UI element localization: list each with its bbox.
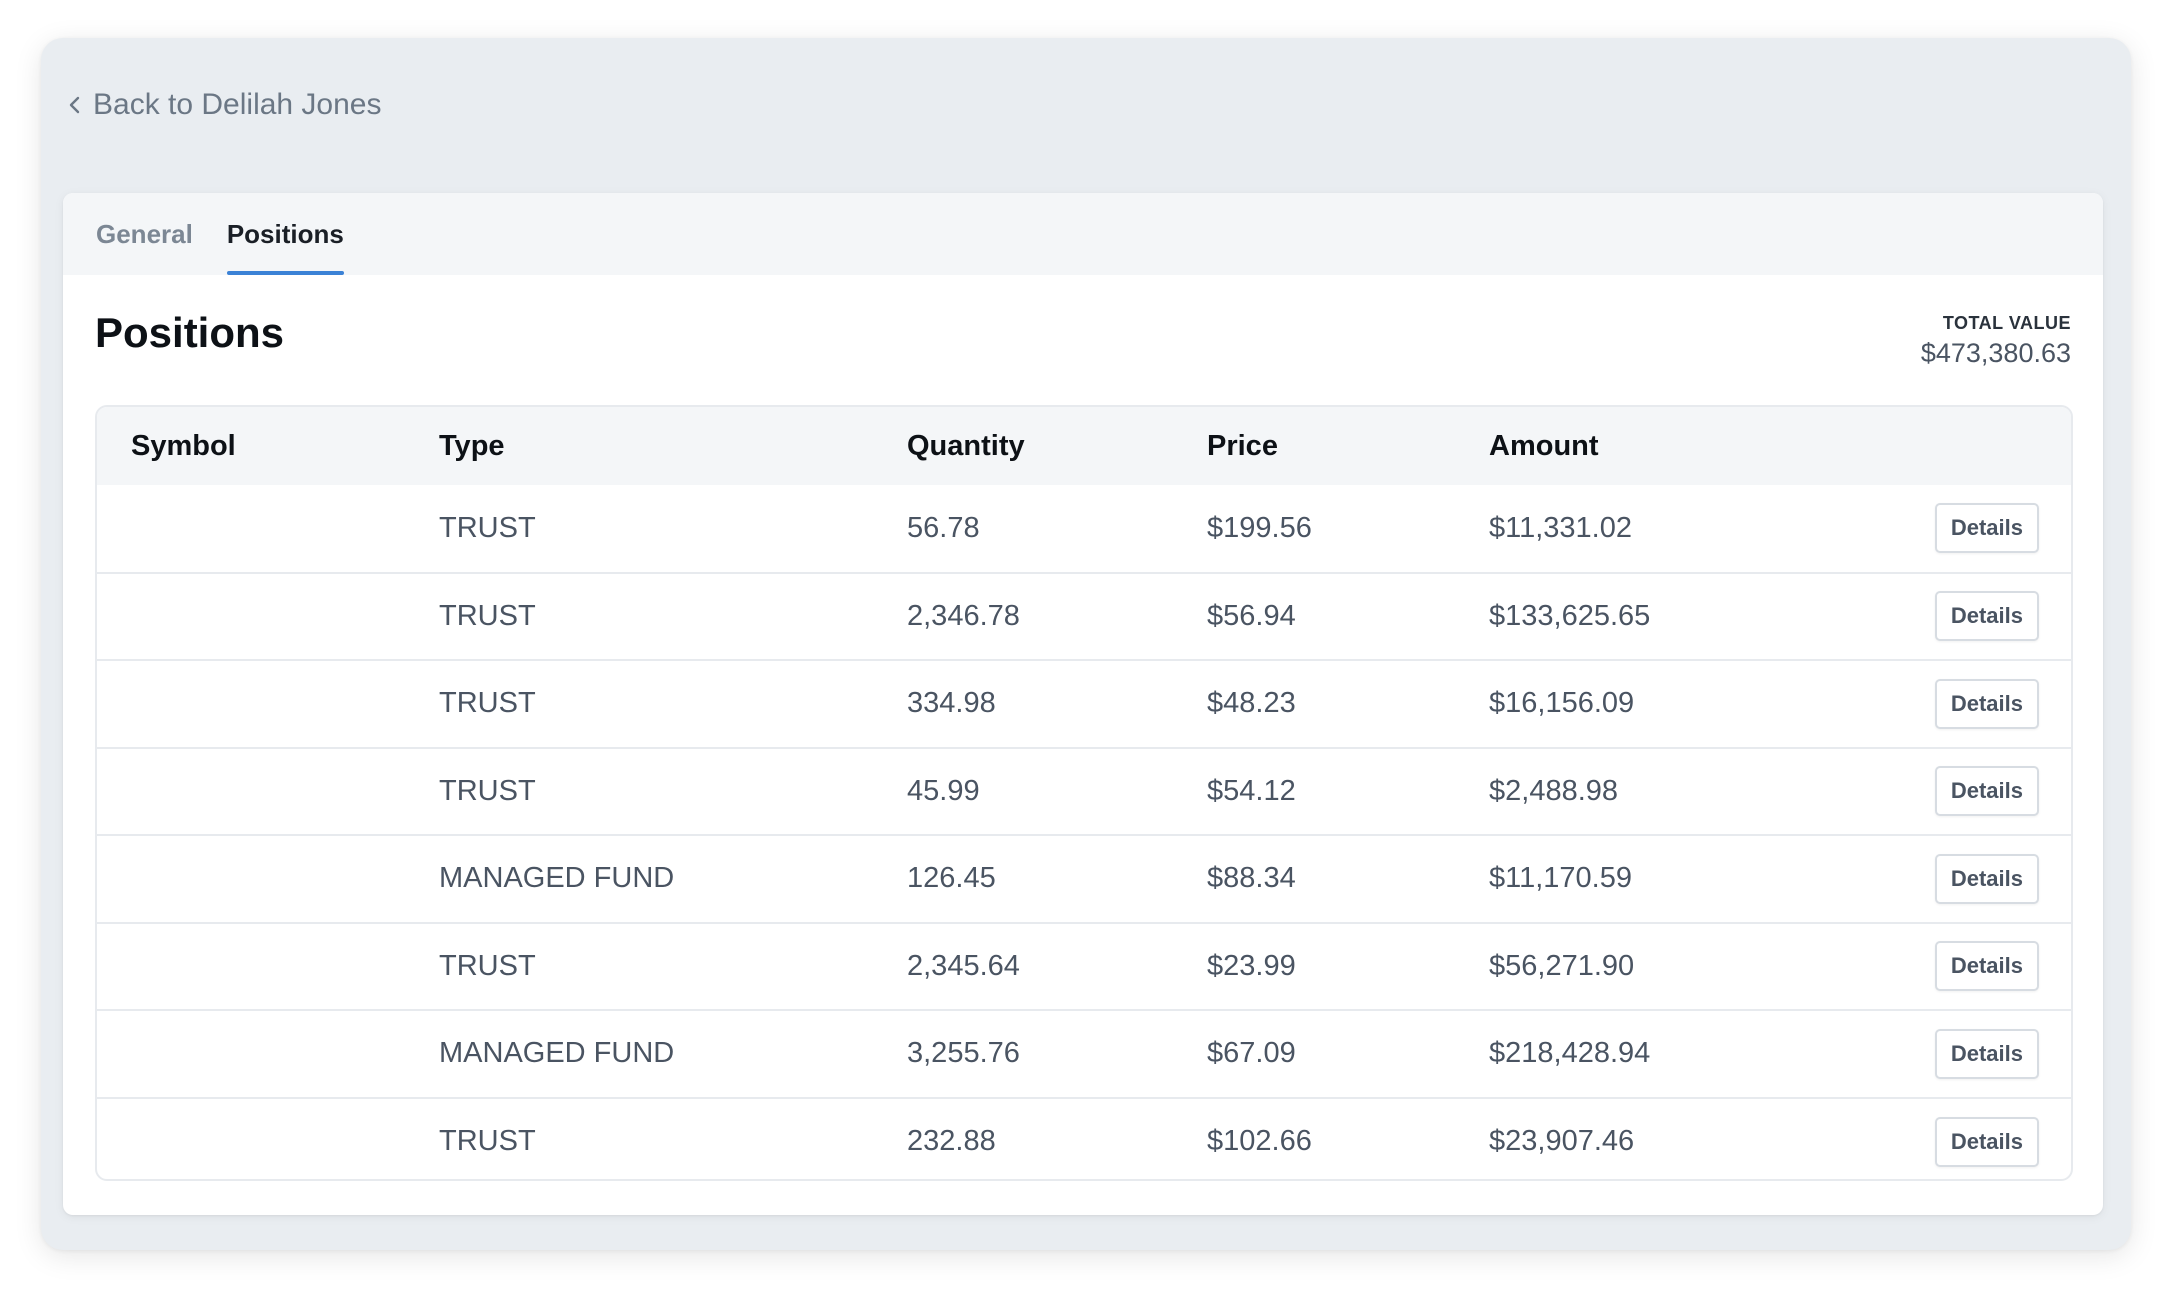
cell-quantity: 2,346.78	[907, 599, 1020, 632]
total-value-label: TOTAL VALUE	[1942, 313, 2071, 333]
cell-symbol	[97, 835, 439, 923]
cell-actions: Details	[1909, 923, 2071, 1011]
cell-amount: $11,331.02	[1489, 511, 1632, 544]
back-link[interactable]: Back to Delilah Jones	[65, 88, 382, 122]
column-header-type: Type	[439, 429, 505, 462]
cell-quantity: 2,345.64	[907, 949, 1020, 982]
cell-price: $54.12	[1207, 774, 1296, 807]
total-value-amount: $473,380.63	[1920, 338, 2071, 368]
table-row: TRUST 2,346.78 $56.94 $133,625.65 Details	[97, 572, 2071, 661]
cell-type: MANAGED FUND	[439, 1037, 675, 1070]
cell-symbol	[97, 923, 439, 1011]
details-button[interactable]: Details	[1934, 941, 2039, 992]
cell-actions: Details	[1909, 660, 2071, 748]
cell-type: MANAGED FUND	[439, 862, 675, 895]
column-header-actions	[1909, 407, 2071, 485]
cell-amount: $16,156.09	[1489, 687, 1635, 720]
cell-symbol	[97, 660, 439, 748]
table-row: TRUST 56.78 $199.56 $11,331.02 Details	[97, 485, 2071, 573]
cell-type: TRUST	[439, 774, 536, 807]
details-button[interactable]: Details	[1934, 853, 2039, 904]
cell-type: TRUST	[439, 1125, 536, 1158]
column-header-amount: Amount	[1489, 429, 1599, 462]
tab-general[interactable]: General	[96, 218, 193, 249]
cell-quantity: 3,255.76	[907, 1037, 1020, 1070]
details-button[interactable]: Details	[1934, 1028, 2039, 1079]
details-button[interactable]: Details	[1934, 678, 2039, 729]
details-button[interactable]: Details	[1934, 503, 2039, 554]
back-link-label[interactable]: Back to Delilah Jones	[93, 88, 382, 121]
chevron-left-icon	[69, 96, 80, 114]
details-button[interactable]: Details	[1934, 1116, 2039, 1167]
cell-actions: Details	[1909, 835, 2071, 923]
positions-card: General Positions Positions TOTAL VALUE …	[63, 193, 2103, 1215]
table-row: TRUST 334.98 $48.23 $16,156.09 Details	[97, 660, 2071, 748]
cell-type: TRUST	[439, 949, 536, 982]
cell-symbol	[97, 748, 439, 836]
cell-actions: Details	[1909, 573, 2071, 661]
cell-price: $48.23	[1207, 687, 1296, 720]
table-header-row: Symbol Type Quantity Price Amount	[97, 407, 2071, 485]
cell-amount: $2,488.98	[1489, 774, 1619, 807]
cell-quantity: 45.99	[907, 774, 980, 807]
page-title: Positions	[95, 309, 285, 356]
cell-amount: $133,625.65	[1489, 599, 1651, 632]
cell-price: $88.34	[1207, 862, 1296, 895]
cell-symbol	[97, 1010, 439, 1098]
app-window: Back to Delilah Jones General Positions …	[41, 38, 2131, 1250]
column-header-symbol: Symbol	[131, 429, 236, 462]
table-row: TRUST 2,345.64 $23.99 $56,271.90 Details	[97, 922, 2071, 1011]
cell-amount: $23,907.46	[1489, 1125, 1635, 1158]
cell-amount: $56,271.90	[1489, 949, 1635, 982]
cell-symbol	[97, 573, 439, 661]
cell-symbol	[97, 1098, 439, 1180]
cell-actions: Details	[1909, 748, 2071, 836]
cell-quantity: 334.98	[907, 687, 996, 720]
table-row: TRUST 232.88 $102.66 $23,907.46 Details	[97, 1097, 2071, 1180]
cell-type: TRUST	[439, 511, 536, 544]
positions-table: Symbol Type Quantity Price Amount TRUST 5…	[97, 407, 2071, 1180]
details-button[interactable]: Details	[1934, 766, 2039, 817]
table-row: TRUST 45.99 $54.12 $2,488.98 Details	[97, 747, 2071, 836]
table-row: MANAGED FUND 126.45 $88.34 $11,170.59 Detail…	[97, 835, 2071, 923]
cell-price: $102.66	[1207, 1125, 1312, 1158]
tab-positions[interactable]: Positions	[226, 193, 344, 275]
cell-price: $199.56	[1207, 511, 1312, 544]
cell-quantity: 56.78	[907, 511, 980, 544]
cell-actions: Details	[1909, 485, 2071, 573]
total-value-block: TOTAL VALUE $473,380.63	[1921, 313, 2071, 369]
cell-price: $56.94	[1207, 599, 1296, 632]
table-row: MANAGED FUND 3,255.76 $67.09 $218,428.94 Det…	[97, 1010, 2071, 1098]
column-header-price: Price	[1207, 429, 1278, 462]
tab-bar: General Positions	[63, 193, 2103, 275]
details-button[interactable]: Details	[1934, 591, 2039, 642]
cell-actions: Details	[1909, 1010, 2071, 1098]
positions-table-container: Symbol Type Quantity Price Amount TRUST 5…	[95, 405, 2073, 1181]
table-body: TRUST 56.78 $199.56 $11,331.02 Details TRUST 2…	[97, 485, 2071, 1180]
positions-header: Positions TOTAL VALUE $473,380.63	[63, 275, 2103, 405]
cell-type: TRUST	[439, 687, 536, 720]
cell-type: TRUST	[439, 599, 536, 632]
cell-actions: Details	[1909, 1098, 2071, 1180]
cell-price: $23.99	[1207, 949, 1296, 982]
cell-quantity: 126.45	[907, 862, 996, 895]
column-header-quantity: Quantity	[907, 429, 1025, 462]
cell-price: $67.09	[1207, 1037, 1296, 1070]
cell-amount: $218,428.94	[1489, 1037, 1651, 1070]
cell-amount: $11,170.59	[1489, 862, 1632, 895]
cell-symbol	[97, 485, 439, 573]
cell-quantity: 232.88	[907, 1125, 996, 1158]
